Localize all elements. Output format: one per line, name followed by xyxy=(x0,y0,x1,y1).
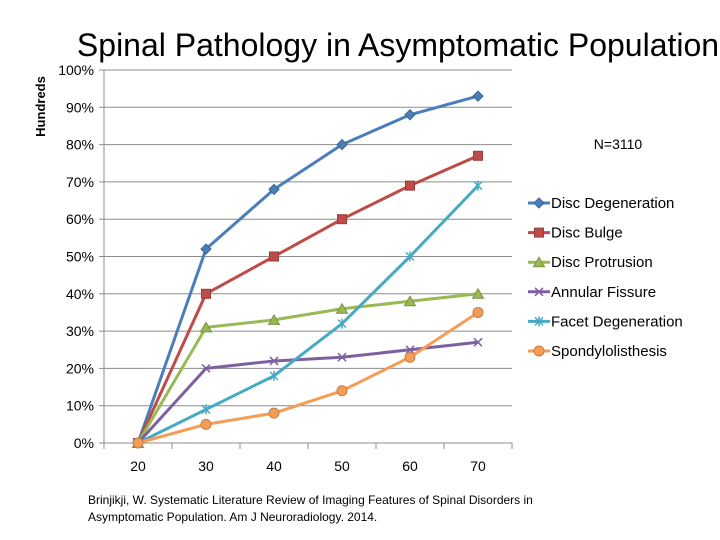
x-tick-label: 60 xyxy=(402,458,418,474)
legend-label: Spondylolisthesis xyxy=(551,343,667,360)
axes xyxy=(99,69,513,449)
legend-label: Disc Degeneration xyxy=(551,195,674,212)
legend: Disc Degeneration Disc Bulge Disc Protrusi… xyxy=(528,195,683,360)
series-disc-degeneration xyxy=(132,90,484,449)
y-tick-label: 60% xyxy=(66,211,94,227)
citation: Brinjikji, W. Systematic Literature Revi… xyxy=(88,492,648,526)
data-point xyxy=(201,363,211,373)
legend-swatch-marker xyxy=(533,197,545,209)
y-tick-label: 70% xyxy=(66,174,94,190)
data-point xyxy=(269,370,279,381)
y-tick-label: 50% xyxy=(66,249,94,265)
data-point xyxy=(335,302,349,314)
x-tick-label: 70 xyxy=(470,458,486,474)
data-point xyxy=(268,407,280,419)
data-point xyxy=(201,404,211,415)
series-line xyxy=(137,184,480,445)
x-tick-label: 50 xyxy=(334,458,350,474)
legend-label: Disc Protrusion xyxy=(551,254,653,271)
y-tick-label: 90% xyxy=(66,99,94,115)
series-line xyxy=(136,94,479,444)
data-point xyxy=(337,352,347,362)
legend-item: Disc Protrusion xyxy=(528,254,653,271)
data-point xyxy=(473,337,483,347)
legend-item: Disc Degeneration xyxy=(528,195,674,212)
y-axis-label: Hundreds xyxy=(33,76,48,137)
data-point xyxy=(472,306,484,318)
legend-swatch-marker xyxy=(534,287,544,297)
data-point xyxy=(267,313,281,325)
series-group xyxy=(131,90,485,449)
series-spondylolisthesis xyxy=(132,306,484,449)
legend-swatch-marker xyxy=(533,345,545,357)
data-point xyxy=(337,214,347,225)
y-tick-labels: 0% 10% 20% 30% 40% 50% 60% 70% 80% 90% 100% xyxy=(58,62,94,451)
y-tick-label: 80% xyxy=(66,137,94,153)
series-line xyxy=(136,154,479,444)
legend-label: Disc Bulge xyxy=(551,225,623,242)
data-point xyxy=(471,287,485,299)
legend-label: Annular Fissure xyxy=(551,284,656,301)
data-point xyxy=(200,418,212,430)
legend-swatch-marker xyxy=(534,316,544,327)
data-point xyxy=(269,356,279,366)
data-point xyxy=(405,251,415,262)
x-tick-label: 40 xyxy=(266,458,282,474)
y-tick-label: 40% xyxy=(66,286,94,302)
legend-swatch-marker xyxy=(532,256,546,268)
citation-line-2: Asymptomatic Population. Am J Neuroradio… xyxy=(88,510,378,524)
legend-item: Spondylolisthesis xyxy=(528,343,667,360)
y-tick-label: 10% xyxy=(66,398,94,414)
chart-title: Spinal Pathology in Asymptomatic Populat… xyxy=(77,27,719,63)
series-line xyxy=(136,292,479,444)
data-point xyxy=(269,251,279,262)
data-point xyxy=(405,180,415,191)
legend-label: Facet Degeneration xyxy=(551,313,683,330)
citation-line-1: Brinjikji, W. Systematic Literature Revi… xyxy=(88,493,533,507)
data-point xyxy=(201,288,211,299)
data-point xyxy=(404,109,416,121)
legend-item: Annular Fissure xyxy=(528,284,656,301)
x-tick-label: 20 xyxy=(130,458,146,474)
data-point xyxy=(199,321,213,333)
legend-swatch-marker xyxy=(534,227,544,238)
data-point xyxy=(200,243,212,255)
y-tick-label: 30% xyxy=(66,323,94,339)
data-point xyxy=(403,295,417,307)
data-point xyxy=(336,138,348,151)
y-tick-label: 0% xyxy=(74,435,94,451)
y-tick-label: 20% xyxy=(66,360,94,376)
data-point xyxy=(337,318,347,329)
legend-item: Disc Bulge xyxy=(528,225,623,242)
x-tick-label: 30 xyxy=(198,458,214,474)
series-line xyxy=(137,311,479,445)
sample-size-annotation: N=3110 xyxy=(594,136,643,152)
data-point xyxy=(268,183,280,196)
data-point xyxy=(472,90,484,102)
data-point xyxy=(404,351,416,363)
data-point xyxy=(132,437,144,449)
data-point xyxy=(473,180,483,191)
data-point xyxy=(473,150,483,161)
data-point xyxy=(336,385,348,397)
x-tick-labels: 20 30 40 50 60 70 xyxy=(130,458,486,474)
legend-item: Facet Degeneration xyxy=(528,313,683,330)
y-tick-label: 100% xyxy=(58,62,94,78)
